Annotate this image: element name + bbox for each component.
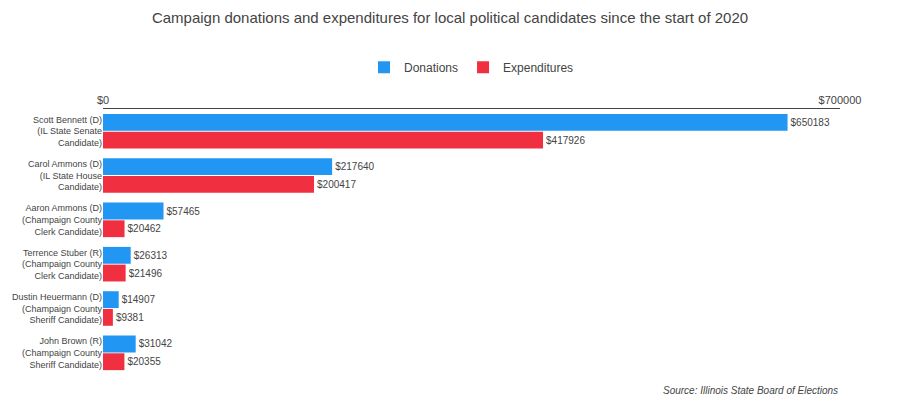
svg-text:$0: $0 [97,94,109,106]
svg-text:$200417: $200417 [317,179,356,190]
svg-text:Source: Illinois State Board o: Source: Illinois State Board of Election… [663,385,838,396]
svg-text:Terrence Stuber (R)(Champaign: Terrence Stuber (R)(Champaign CountyCler… [22,248,103,281]
svg-text:Aaron Ammons (D)(Champaign Cou: Aaron Ammons (D)(Champaign CountyClerk C… [22,203,103,236]
svg-text:Carol Ammons (D)(IL State Hous: Carol Ammons (D)(IL State HouseCandidate… [28,159,102,192]
svg-text:$650183: $650183 [791,117,830,128]
svg-text:$20355: $20355 [127,356,161,367]
svg-text:$700000: $700000 [819,94,862,106]
svg-text:$20462: $20462 [128,223,162,234]
svg-text:$31042: $31042 [139,338,173,349]
svg-text:Scott Bennett (D)(IL State Sen: Scott Bennett (D)(IL State SenateCandida… [33,115,102,148]
svg-text:John Brown (R)(Champaign Count: John Brown (R)(Champaign CountySheriff C… [22,336,103,369]
svg-text:Dustin Heuermann (D)(Champaign: Dustin Heuermann (D)(Champaign CountyShe… [12,292,103,325]
svg-text:$217640: $217640 [335,161,374,172]
svg-text:$21496: $21496 [129,268,163,279]
svg-text:Campaign donations and expendi: Campaign donations and expenditures for … [152,9,748,26]
svg-text:$417926: $417926 [546,135,585,146]
svg-text:Donations: Donations [404,61,458,75]
svg-text:Expenditures: Expenditures [503,61,573,75]
svg-text:$14907: $14907 [122,294,156,305]
svg-text:$57465: $57465 [167,206,201,217]
svg-text:$9381: $9381 [116,312,144,323]
svg-text:$26313: $26313 [134,250,168,261]
